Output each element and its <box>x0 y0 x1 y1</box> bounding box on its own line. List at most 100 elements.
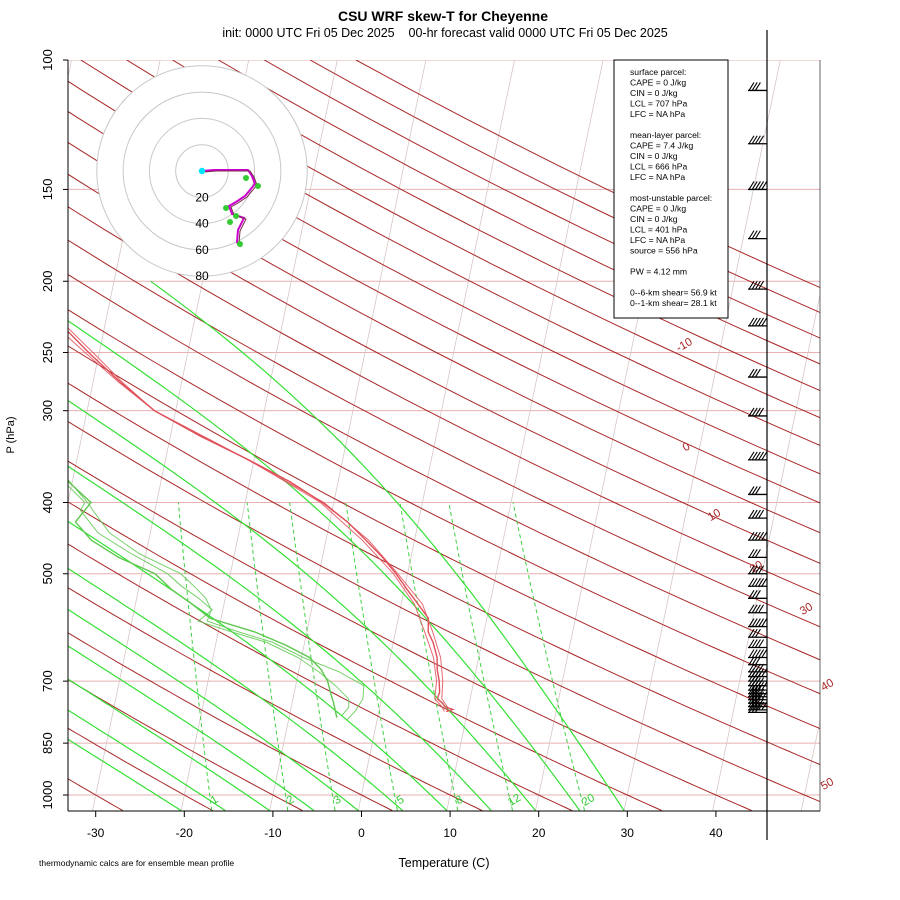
x-tick-label: -20 <box>176 826 194 840</box>
mixing-ratio-line <box>512 502 585 811</box>
info-line: 0--6-km shear= 56.9 kt <box>630 288 717 298</box>
mixing-ratio-line <box>448 502 513 811</box>
info-line: 0--1-km shear= 28.1 kt <box>630 298 717 308</box>
moist-adiabat <box>68 520 448 811</box>
y-axis-label: P (hPa) <box>5 416 17 453</box>
info-line: PW = 4.12 mm <box>630 267 687 277</box>
dry-adiabat <box>68 206 820 596</box>
chart-title: CSU WRF skew-T for Cheyenne <box>338 8 548 24</box>
x-tick-label: 0 <box>358 826 365 840</box>
wind-barb <box>748 681 768 691</box>
temperature-profile <box>68 327 449 712</box>
y-tick-label: 700 <box>40 670 55 692</box>
dry-adiabat <box>68 501 663 811</box>
info-line: LFC = NA hPa <box>630 109 685 119</box>
footnote: thermodynamic calcs are for ensemble mea… <box>39 858 234 868</box>
info-box <box>613 59 729 319</box>
temperature-profile <box>68 336 445 712</box>
moist-adiabat <box>68 678 271 811</box>
hodograph-point <box>243 175 249 181</box>
dry-adiabat <box>68 727 213 811</box>
y-tick-label: 400 <box>40 492 55 514</box>
mixing-ratio-line <box>289 502 336 811</box>
wind-barb <box>748 509 767 519</box>
wind-barb <box>748 590 767 599</box>
wind-barb <box>748 368 767 378</box>
wind-barb <box>748 317 768 327</box>
dry-adiabat <box>68 273 820 661</box>
info-line: most-unstable parcel: <box>630 193 712 203</box>
hodograph-point <box>255 183 261 189</box>
y-tick-label: 500 <box>40 563 55 585</box>
moist-adiabat <box>68 738 182 811</box>
isotherm-label: 30 <box>798 601 815 618</box>
info-line: LCL = 666 hPa <box>630 162 687 172</box>
dry-adiabat <box>218 60 820 365</box>
wind-barb <box>748 407 767 417</box>
x-axis-label: Temperature (C) <box>399 856 490 870</box>
moist-adiabat <box>68 567 403 811</box>
info-line: LCL = 401 hPa <box>630 225 687 235</box>
y-tick-label: 100 <box>40 49 55 71</box>
hodograph-ring-label: 80 <box>195 269 209 283</box>
mixing-ratio-label: 1 <box>209 794 221 808</box>
dry-adiabat <box>126 60 820 419</box>
wind-barb <box>748 701 768 711</box>
chart-subtitle: init: 0000 UTC Fri 05 Dec 2025 00-hr for… <box>222 26 667 40</box>
wind-barb <box>748 230 767 240</box>
info-line: LCL = 707 hPa <box>630 99 687 109</box>
isotherm-line <box>712 292 820 811</box>
dewpoint-profile <box>68 484 350 717</box>
hodograph-ring-label: 40 <box>195 217 209 231</box>
moist-adiabat <box>68 399 536 811</box>
x-tick-label: 10 <box>443 826 457 840</box>
isotherm-line <box>446 60 604 811</box>
wind-barb <box>748 280 767 290</box>
info-line: LFC = NA hPa <box>630 172 685 182</box>
info-line: CAPE = 0 J/kg <box>630 204 686 214</box>
wind-barb <box>748 82 767 92</box>
mixing-ratio-label: 2 <box>285 794 297 808</box>
dry-adiabat <box>68 173 820 564</box>
wind-barb <box>748 618 768 628</box>
dry-adiabat <box>68 239 820 628</box>
wind-barb <box>748 549 767 559</box>
moist-adiabat <box>68 645 315 811</box>
dry-adiabat <box>172 60 820 392</box>
dry-adiabat <box>68 420 820 803</box>
wind-barb <box>748 565 767 575</box>
dry-adiabat <box>68 460 752 811</box>
moist-adiabat <box>68 608 359 811</box>
info-line: surface parcel: <box>630 67 686 77</box>
info-line: CIN = 0 J/kg <box>630 214 678 224</box>
info-line: CAPE = 7.4 J/kg <box>630 141 694 151</box>
isotherm-label: 40 <box>819 677 836 694</box>
isotherm-label: 0 <box>681 441 693 455</box>
wind-barb <box>748 135 767 145</box>
dry-adiabat <box>68 80 820 475</box>
wind-barb <box>748 604 767 614</box>
mixing-ratio-line <box>399 502 459 811</box>
dewpoint-profile <box>68 479 365 721</box>
hodograph-point <box>237 241 243 247</box>
wind-barb <box>748 691 768 701</box>
isotherm-label: 10 <box>706 507 723 524</box>
moist-adiabat <box>68 465 492 811</box>
hodograph-origin <box>198 167 206 175</box>
isotherm-label: 50 <box>819 776 836 793</box>
y-tick-label: 150 <box>40 179 55 201</box>
wind-barb <box>748 181 768 191</box>
wind-barb <box>748 451 768 461</box>
mixing-ratio-label: 20 <box>580 792 597 809</box>
dry-adiabat <box>68 345 820 730</box>
moist-adiabat <box>68 709 226 811</box>
mixing-ratio-line <box>246 502 289 811</box>
hodograph-trace-mean <box>203 170 258 248</box>
isotherm-line <box>357 60 515 811</box>
dry-adiabat <box>68 382 820 766</box>
wind-barb <box>748 577 768 587</box>
x-tick-label: 30 <box>621 826 635 840</box>
info-line: CIN = 0 J/kg <box>630 88 678 98</box>
